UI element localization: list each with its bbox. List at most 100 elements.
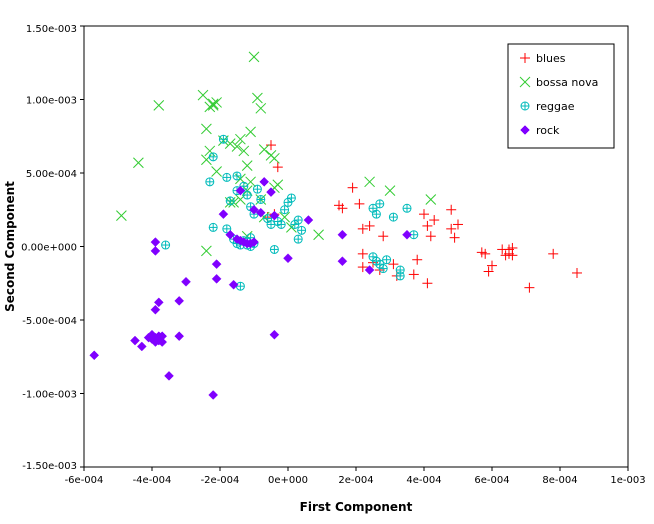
data-point — [357, 262, 368, 273]
data-point — [218, 209, 229, 220]
data-point — [174, 296, 185, 306]
data-point — [222, 224, 232, 234]
data-point — [208, 152, 218, 162]
x-axis-ticks: -6e-004 -4e-004 -2e-004 0e+000 2e-004 4e-004 6… — [65, 467, 646, 486]
data-point — [337, 203, 348, 214]
data-point — [483, 266, 494, 277]
legend-symbol — [520, 125, 530, 135]
data-point — [161, 240, 171, 250]
data-point — [153, 297, 164, 308]
data-point — [395, 271, 405, 281]
data-point — [208, 390, 219, 400]
data-point — [269, 244, 279, 254]
x-tick-label: 2e-004 — [338, 475, 373, 486]
data-point — [116, 210, 127, 221]
data-point — [249, 204, 259, 215]
y-tick-label: 1.50e-003 — [26, 24, 77, 35]
data-point — [164, 371, 174, 381]
data-point — [364, 220, 375, 231]
data-point — [402, 229, 412, 240]
x-tick-label: 4e-004 — [406, 475, 441, 486]
data-point — [231, 141, 243, 152]
data-point — [133, 157, 144, 169]
data-point — [150, 246, 161, 256]
data-point — [293, 215, 303, 225]
y-axis-ticks: -1.50e-003 -1.00e-003 -5.00e-004 0.00e+000 5… — [21, 24, 84, 472]
data-point — [153, 100, 165, 111]
x-axis-title: First Component — [300, 500, 413, 514]
data-point — [266, 140, 276, 151]
data-point — [419, 209, 429, 220]
data-point — [211, 259, 222, 269]
data-point — [258, 144, 270, 155]
data-point — [429, 215, 440, 226]
series-reggae — [161, 134, 419, 291]
legend-symbol — [519, 76, 531, 88]
data-point — [453, 219, 463, 230]
data-point — [89, 350, 100, 361]
data-point — [480, 248, 491, 259]
data-point — [252, 92, 263, 104]
x-tick-label: 6e-004 — [474, 475, 509, 486]
data-point — [384, 185, 396, 196]
data-point — [364, 265, 375, 275]
series-blues — [262, 140, 582, 293]
data-point — [388, 212, 398, 222]
data-point — [205, 177, 215, 187]
data-point — [572, 267, 582, 278]
data-point — [303, 215, 314, 225]
data-point — [269, 210, 280, 221]
data-point — [147, 329, 157, 340]
data-point — [378, 264, 388, 274]
data-point — [507, 242, 518, 253]
x-tick-label: -4e-004 — [133, 475, 172, 486]
data-point — [232, 171, 242, 181]
data-points-layer — [89, 51, 582, 400]
data-point — [259, 176, 270, 187]
y-tick-label: 5.00e-004 — [26, 169, 77, 180]
legend-label: reggae — [536, 100, 575, 113]
data-point — [293, 234, 303, 244]
data-point — [269, 329, 280, 340]
data-point — [286, 193, 296, 203]
data-point — [153, 334, 164, 344]
data-point — [208, 222, 218, 232]
x-tick-label: 0e+000 — [268, 475, 308, 486]
data-point — [241, 160, 253, 172]
data-point — [248, 51, 260, 63]
data-point — [242, 190, 252, 200]
data-point — [313, 229, 324, 241]
data-point — [269, 152, 280, 164]
data-point — [388, 259, 399, 270]
x-tick-label: -6e-004 — [65, 475, 104, 486]
data-point — [337, 229, 348, 240]
data-point — [422, 220, 433, 231]
y-axis-title: Second Component — [3, 181, 17, 312]
data-point — [408, 269, 419, 280]
legend-label: blues — [536, 52, 566, 65]
data-point — [249, 237, 259, 247]
data-point — [337, 256, 348, 267]
data-point — [412, 254, 423, 265]
data-point — [130, 335, 140, 346]
y-tick-label: -1.00e-003 — [22, 390, 77, 401]
data-point — [357, 223, 368, 234]
x-tick-label: 8e-004 — [542, 475, 577, 486]
y-tick-label: -1.50e-003 — [22, 461, 77, 472]
data-point — [181, 276, 191, 287]
data-point — [402, 203, 412, 213]
data-point — [207, 98, 219, 110]
data-point — [174, 331, 185, 342]
data-point — [272, 179, 284, 191]
data-point — [422, 278, 433, 289]
data-point — [375, 199, 385, 209]
data-point — [218, 134, 228, 144]
data-point — [238, 145, 250, 157]
y-tick-label: -5.00e-004 — [22, 316, 77, 327]
legend-symbol — [520, 101, 530, 111]
data-point — [222, 172, 232, 182]
data-point — [425, 194, 437, 205]
data-point — [354, 198, 365, 209]
